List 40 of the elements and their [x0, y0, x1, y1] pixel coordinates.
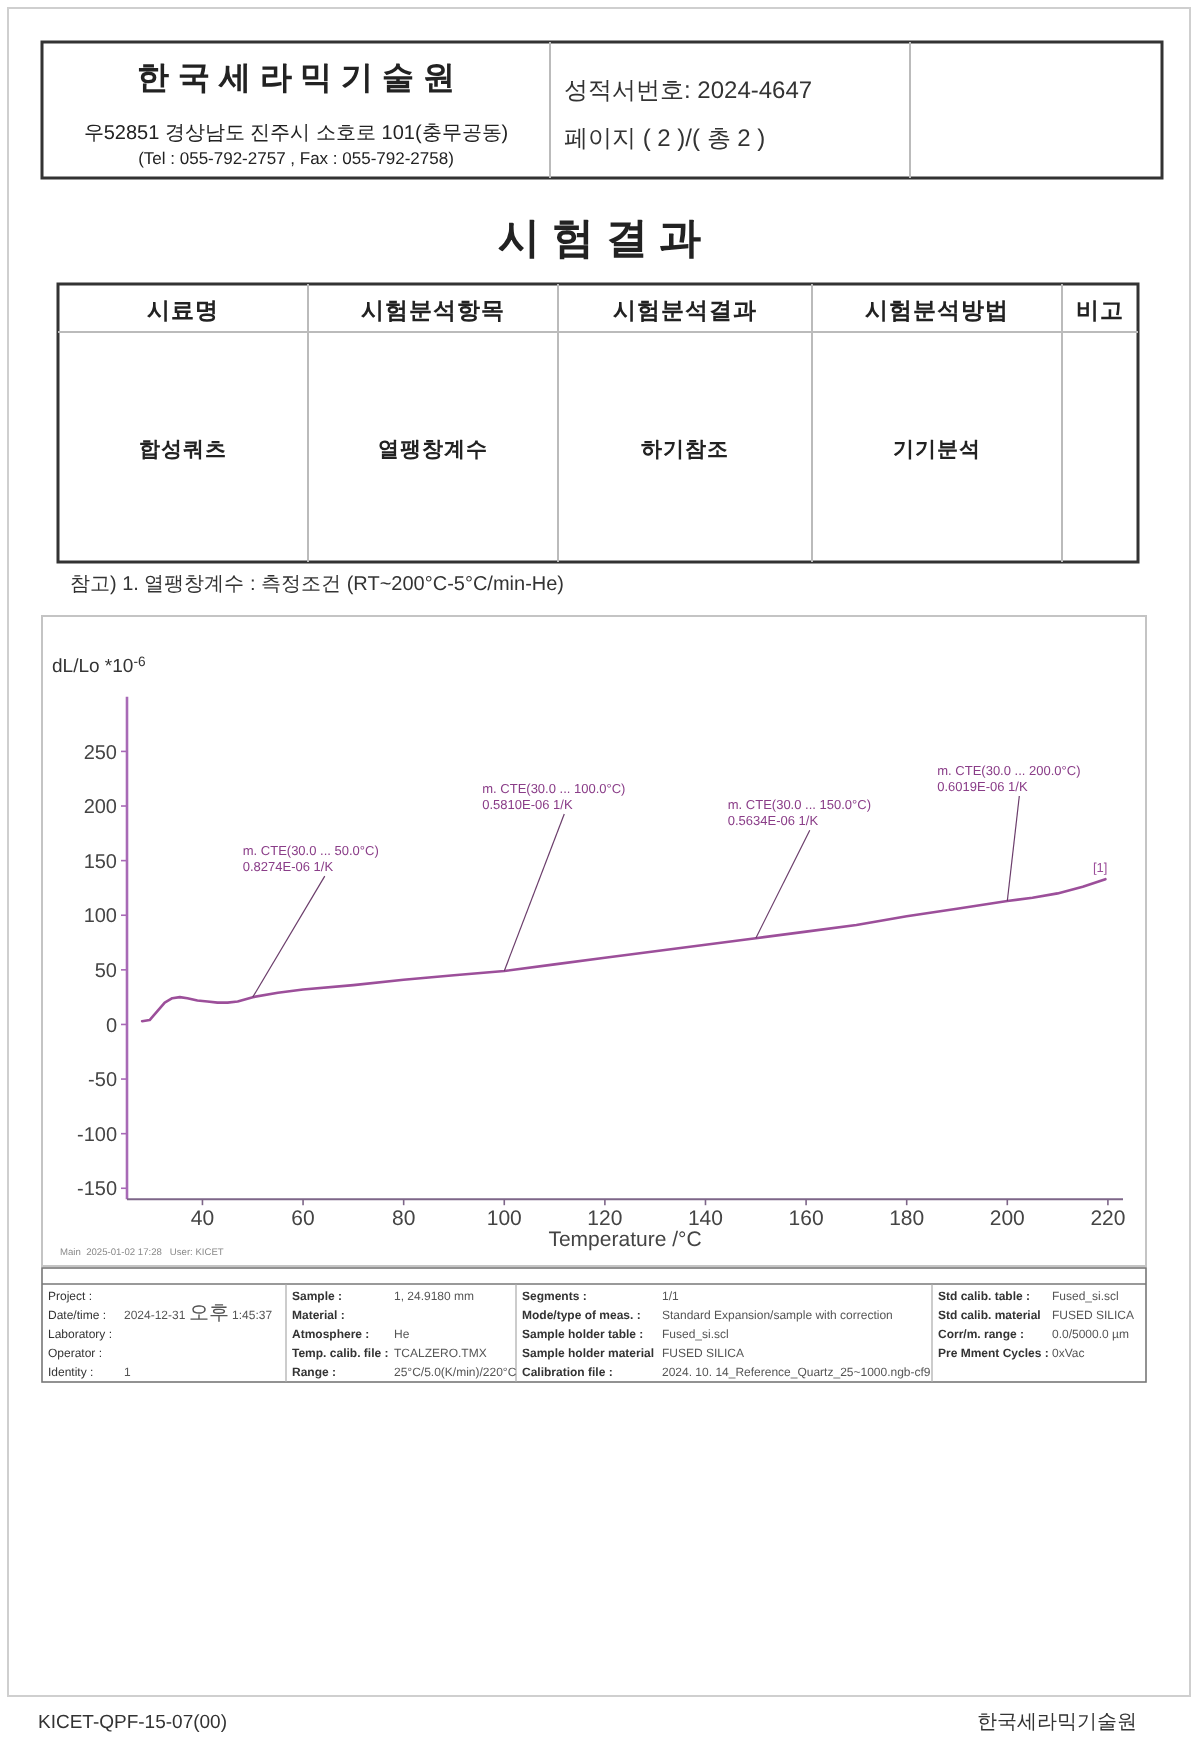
- x-tick-label: 100: [486, 1207, 523, 1231]
- x-tick-label: 180: [889, 1207, 925, 1231]
- x-tick-label: 120: [587, 1207, 623, 1231]
- x-tick-label: 80: [391, 1207, 416, 1231]
- text: KICET-QPF-15-07(00): [38, 1712, 227, 1734]
- line-series: [140, 877, 1107, 1023]
- text: 페이지 ( 2 )/( 총 2 ): [564, 124, 766, 152]
- y-tick-label: 100: [83, 906, 118, 929]
- chart-title: 시 험 결 과: [498, 216, 702, 262]
- y-tick-label: 0: [105, 1015, 118, 1038]
- y-tick-label: 250: [83, 742, 118, 765]
- text: 한 국 세 라 믹 기 술 원: [136, 62, 456, 96]
- x-axis-title: Temperature /°C: [548, 1228, 703, 1252]
- text: (Tel : 055-792-2757 , Fax : 055-792-2758): [138, 148, 455, 168]
- y-tick-label: -100: [76, 1124, 118, 1147]
- x-tick-label: 160: [788, 1207, 824, 1231]
- y-tick-label: 150: [83, 851, 118, 874]
- text: 시험분석항목: [361, 298, 505, 324]
- text: 성적서번호: 2024-4647: [564, 76, 813, 104]
- text: 참고) 1. 열팽창계수 : 측정조건 (RT~200°C-5°C/min-He): [70, 574, 565, 596]
- y-tick-label: 50: [94, 961, 118, 984]
- text: 열팽창계수: [378, 438, 488, 462]
- text: 시험분석결과: [613, 298, 757, 324]
- text: 하기참조: [641, 438, 729, 462]
- x-tick-label: 200: [989, 1207, 1026, 1231]
- x-tick-label: 60: [291, 1207, 316, 1231]
- x-tick-label: 220: [1090, 1207, 1126, 1231]
- text: 기기분석: [893, 438, 981, 462]
- x-tick-label: 40: [190, 1207, 215, 1231]
- y-tick-label: -150: [76, 1179, 118, 1202]
- y-tick-label: 200: [83, 797, 118, 820]
- y-axis-title: dL/Lo *10$^{-6}$: [52, 655, 146, 678]
- text: 시험분석방법: [865, 298, 1009, 324]
- x-tick-label: 140: [687, 1207, 724, 1231]
- text: 비고: [1076, 298, 1124, 324]
- y-tick-label: -50: [88, 1070, 118, 1093]
- text: 한국세라믹기술원: [977, 1712, 1137, 1734]
- text: 시료명: [147, 298, 219, 324]
- text: 우52851 경상남도 진주시 소호로 101(충무공동): [83, 123, 509, 145]
- text: 합성쿼츠: [139, 438, 227, 462]
